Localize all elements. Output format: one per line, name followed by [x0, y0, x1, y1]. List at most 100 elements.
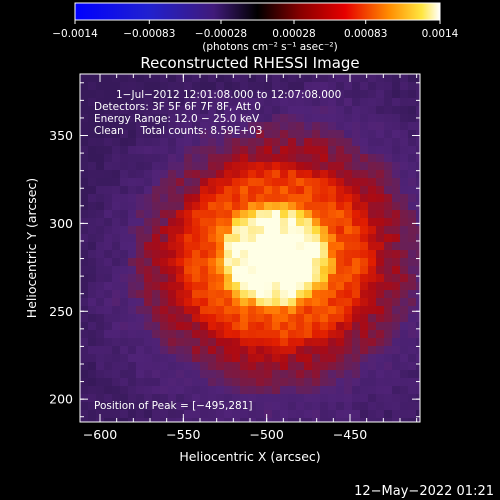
heatmap-cell [256, 282, 264, 290]
heatmap-cell [120, 378, 128, 386]
heatmap-cell [240, 362, 248, 370]
heatmap-cell [256, 178, 264, 186]
heatmap-cell [336, 306, 344, 314]
heatmap-cell [184, 154, 192, 162]
heatmap-cell [360, 226, 368, 234]
heatmap-cell [160, 74, 168, 82]
heatmap-cell [184, 162, 192, 170]
heatmap-cell [320, 370, 328, 378]
heatmap-cell [112, 106, 120, 114]
heatmap-cell [264, 330, 272, 338]
heatmap-cell [392, 106, 400, 114]
heatmap-cell [168, 210, 176, 218]
heatmap-cell [128, 82, 136, 90]
heatmap-cell [248, 306, 256, 314]
heatmap-cell [256, 170, 264, 178]
heatmap-cell [416, 90, 420, 98]
heatmap-cell [352, 146, 360, 154]
heatmap-cell [152, 354, 160, 362]
heatmap-cell [328, 378, 336, 386]
heatmap-cell [232, 170, 240, 178]
heatmap-cell [224, 298, 232, 306]
heatmap-cell [152, 130, 160, 138]
heatmap-cell [216, 178, 224, 186]
heatmap-cell [168, 266, 176, 274]
heatmap-cell [328, 362, 336, 370]
heatmap-cell [136, 242, 144, 250]
heatmap-cell [384, 386, 392, 394]
heatmap-cell [168, 370, 176, 378]
heatmap-cell [168, 242, 176, 250]
heatmap-cell [152, 266, 160, 274]
heatmap-cell [120, 146, 128, 154]
heatmap-cell [104, 322, 112, 330]
heatmap-cell [400, 306, 408, 314]
heatmap-cell [328, 250, 336, 258]
heatmap-cell [344, 338, 352, 346]
heatmap-cell [328, 402, 336, 410]
heatmap-cell [400, 138, 408, 146]
heatmap-cell [128, 370, 136, 378]
heatmap-cell [272, 114, 280, 122]
heatmap-cell [272, 218, 280, 226]
heatmap-cell [328, 170, 336, 178]
heatmap-cell [208, 418, 216, 422]
heatmap-cell [288, 290, 296, 298]
heatmap-cell [384, 266, 392, 274]
heatmap-cell [152, 386, 160, 394]
heatmap-cell [320, 194, 328, 202]
heatmap-cell [208, 306, 216, 314]
heatmap-cell [248, 410, 256, 418]
heatmap-cell [88, 226, 96, 234]
heatmap-cell [104, 386, 112, 394]
heatmap-cell [328, 186, 336, 194]
heatmap-cell [368, 322, 376, 330]
heatmap-cell [328, 122, 336, 130]
heatmap-cell [200, 218, 208, 226]
heatmap-cell [336, 210, 344, 218]
heatmap-cell [416, 402, 420, 410]
heatmap-cell [368, 130, 376, 138]
heatmap-cell [120, 162, 128, 170]
heatmap-cell [168, 170, 176, 178]
heatmap-cell [224, 330, 232, 338]
heatmap-cell [392, 202, 400, 210]
heatmap-cell [160, 298, 168, 306]
heatmap-cell [256, 90, 264, 98]
heatmap-cell [264, 378, 272, 386]
heatmap-cell [320, 186, 328, 194]
heatmap-cell [160, 290, 168, 298]
heatmap-cell [368, 394, 376, 402]
heatmap-cell [320, 242, 328, 250]
heatmap-cell [200, 146, 208, 154]
heatmap-cell [296, 146, 304, 154]
heatmap-cell [208, 114, 216, 122]
heatmap-cell [152, 74, 160, 82]
heatmap-cell [312, 274, 320, 282]
heatmap-cell [384, 114, 392, 122]
heatmap-cell [280, 322, 288, 330]
heatmap-cell [256, 186, 264, 194]
heatmap-cell [344, 130, 352, 138]
heatmap-cell [400, 130, 408, 138]
heatmap-cell [120, 290, 128, 298]
heatmap-cell [256, 162, 264, 170]
heatmap-cell [240, 114, 248, 122]
heatmap-cell [216, 234, 224, 242]
heatmap-cell [240, 250, 248, 258]
heatmap-cell [296, 290, 304, 298]
heatmap-cell [264, 250, 272, 258]
heatmap-cell [184, 290, 192, 298]
heatmap-cell [304, 114, 312, 122]
heatmap-cell [304, 346, 312, 354]
heatmap-cell [112, 418, 120, 422]
heatmap-cell [304, 402, 312, 410]
heatmap-cell [320, 138, 328, 146]
heatmap-cell [232, 370, 240, 378]
heatmap-cell [320, 266, 328, 274]
heatmap-cell [104, 194, 112, 202]
heatmap-cell [416, 250, 420, 258]
heatmap-cell [240, 178, 248, 186]
heatmap-cell [344, 322, 352, 330]
heatmap-cell [104, 106, 112, 114]
